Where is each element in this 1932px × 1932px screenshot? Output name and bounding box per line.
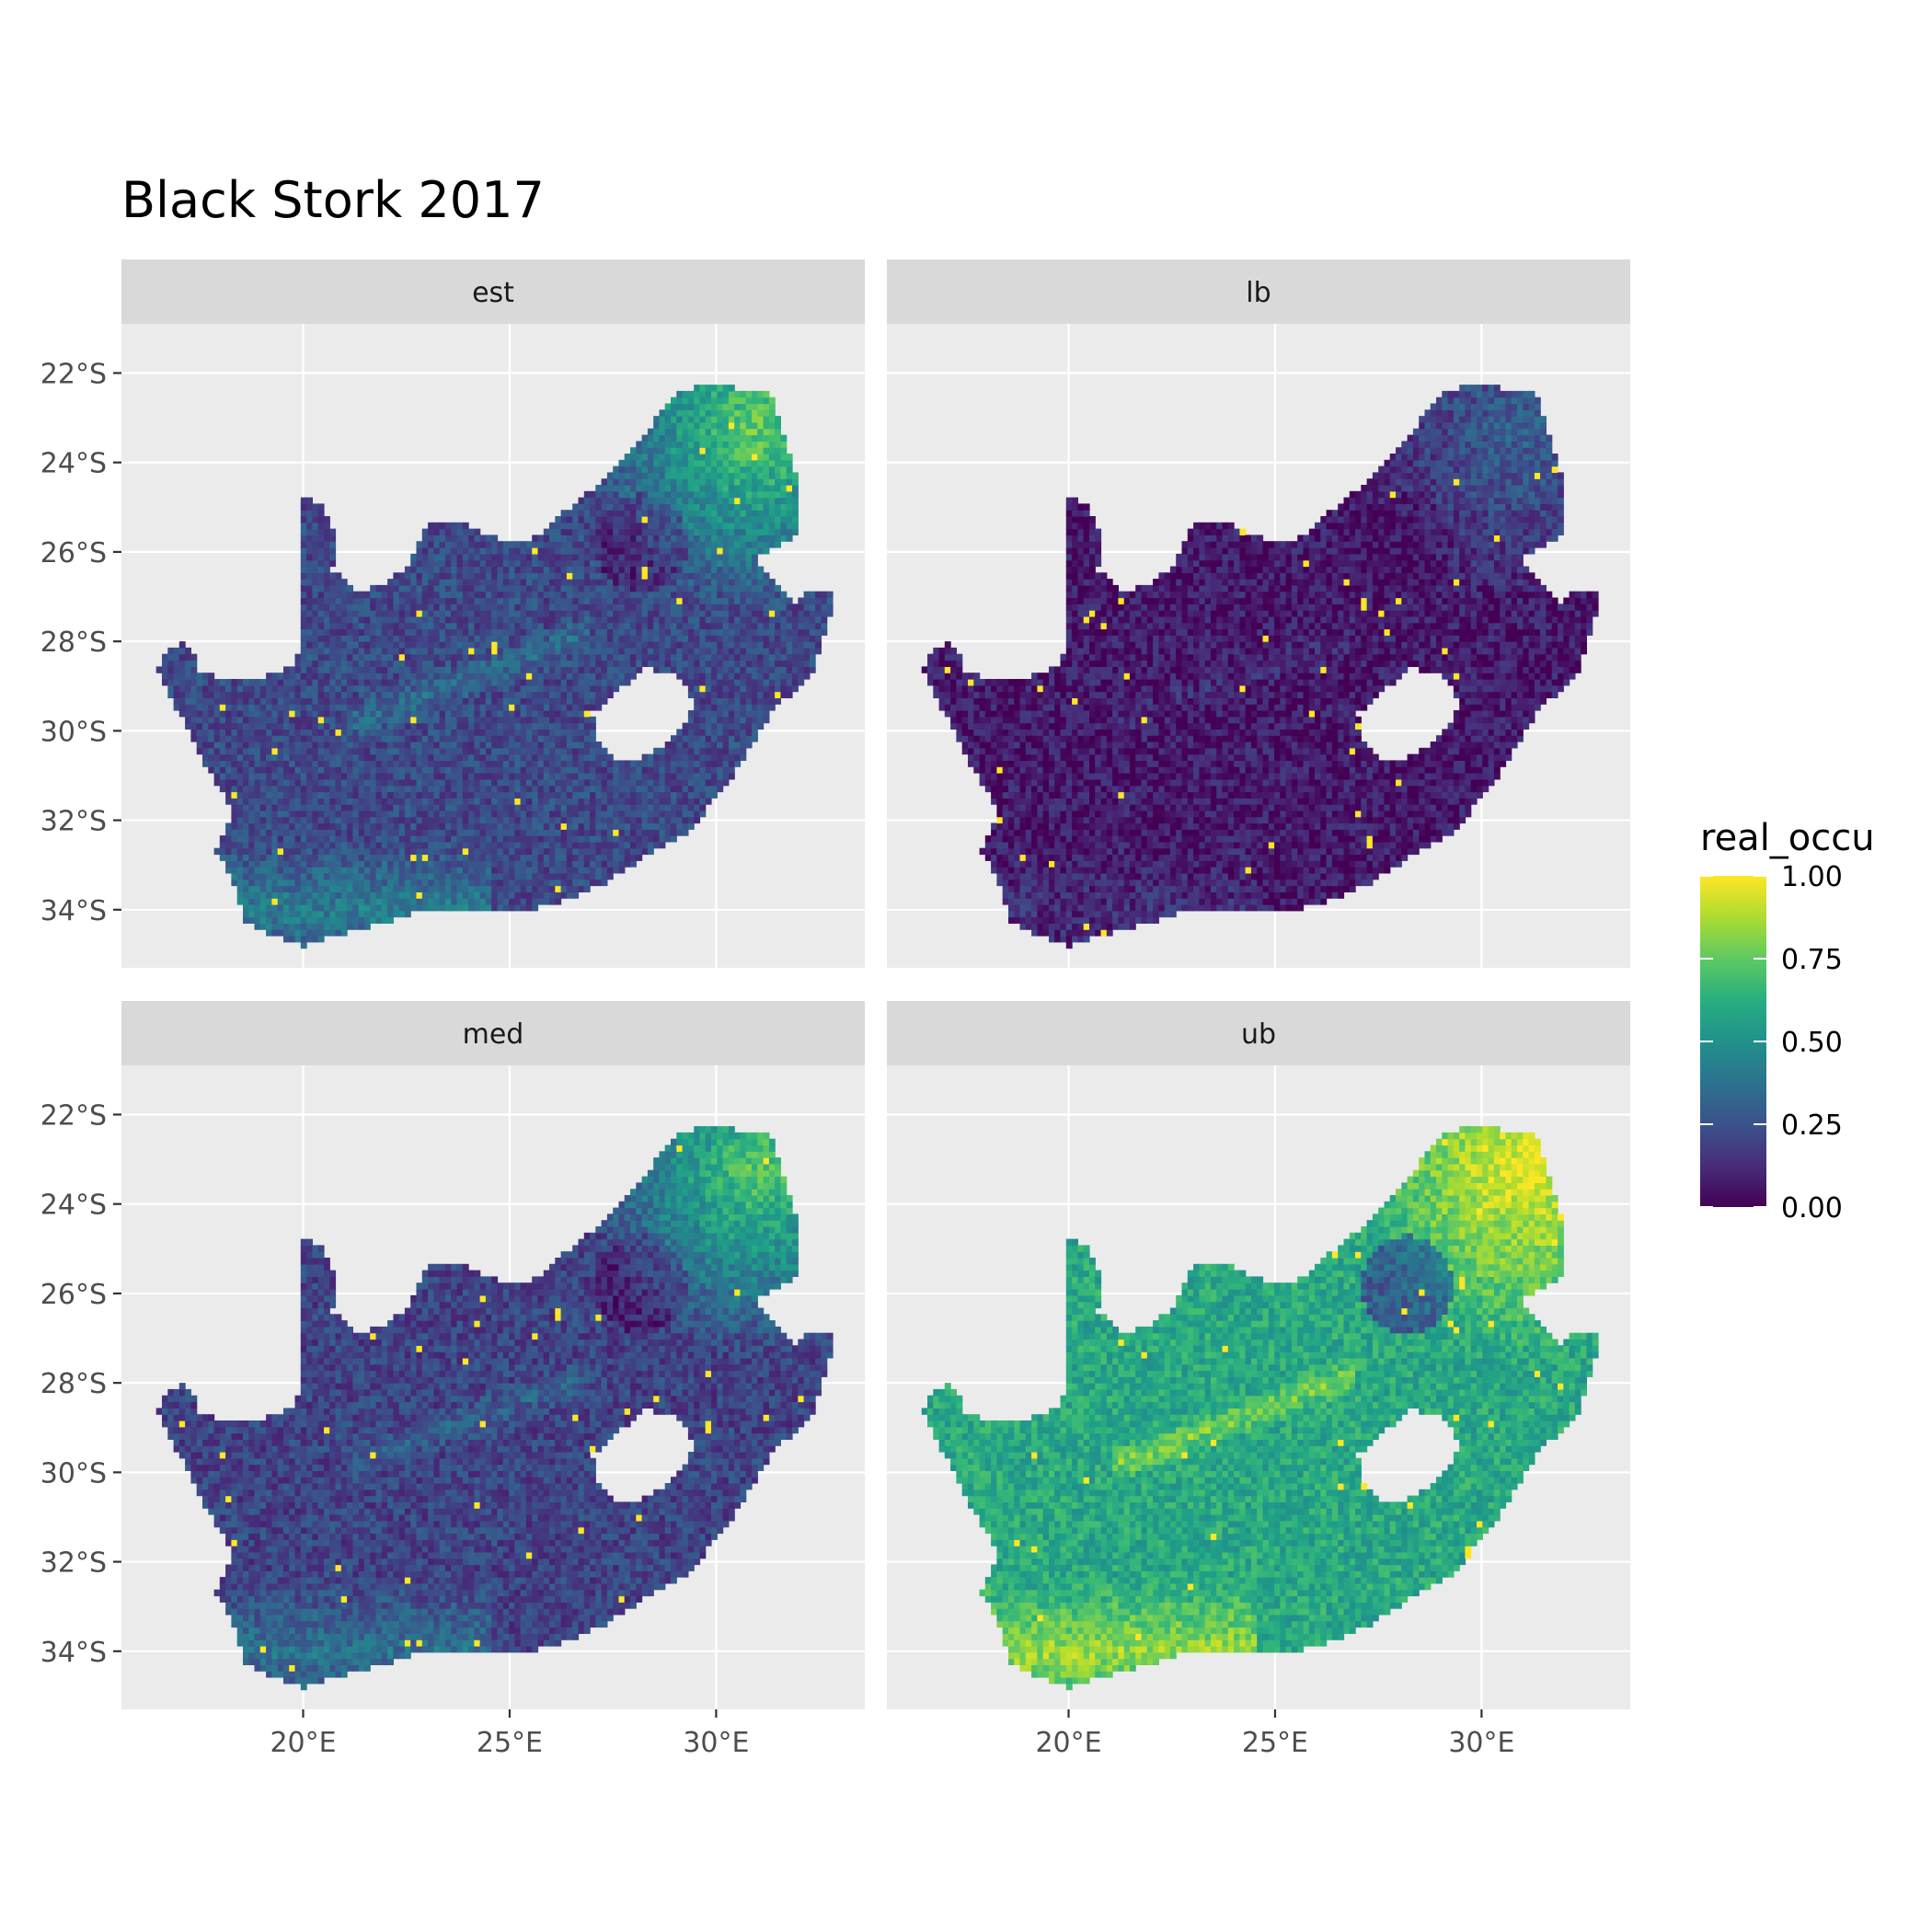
facet-strip	[887, 259, 1630, 324]
legend-tick-label: 1.00	[1781, 861, 1843, 893]
y-axis-tick-label: 34°S	[40, 895, 107, 927]
y-axis-tick-label: 22°S	[40, 1099, 107, 1132]
y-axis-tick-label: 22°S	[40, 358, 107, 390]
y-axis-tick-label: 30°S	[40, 1457, 107, 1489]
facet-strip-label: med	[463, 1018, 524, 1051]
facet-panel-med: med	[121, 1001, 865, 1709]
facet-strip-label: lb	[1246, 277, 1271, 309]
facet-panels: est lb med ub	[121, 259, 1630, 1709]
y-axis-tick-label: 28°S	[40, 1368, 107, 1400]
occupancy-raster	[921, 1126, 1599, 1691]
occupancy-raster	[155, 385, 834, 949]
legend-tick-label: 0.00	[1781, 1192, 1843, 1225]
y-axis-tick-label: 24°S	[40, 448, 107, 480]
x-axis-tick-label: 30°E	[1448, 1727, 1514, 1759]
y-axis-tick-label: 32°S	[40, 1547, 107, 1580]
facet-strip-label: est	[472, 277, 514, 309]
legend-tick-label: 0.50	[1781, 1027, 1843, 1059]
legend-tick-label: 0.75	[1781, 944, 1843, 976]
occupancy-raster	[921, 385, 1599, 949]
y-axis-tick-label: 30°S	[40, 716, 107, 748]
facet-strip	[121, 259, 865, 324]
y-axis-tick-label: 32°S	[40, 806, 107, 838]
y-axis-tick-label: 34°S	[40, 1637, 107, 1669]
facet-strip-label: ub	[1241, 1018, 1276, 1051]
x-axis-tick-label: 30°E	[683, 1727, 749, 1759]
x-axis-tick-label: 25°E	[1242, 1727, 1308, 1759]
legend-title: real_occu	[1700, 817, 1875, 859]
facet-strip	[121, 1001, 865, 1065]
y-axis-tick-label: 26°S	[40, 1279, 107, 1311]
occupancy-raster	[155, 1126, 834, 1691]
legend-tick-label: 0.25	[1781, 1110, 1843, 1142]
facet-panel-est: est	[121, 259, 865, 968]
axes: 22°S 24°S 26°S 28°S 30°S 32°S 34°S 22°S 24°S 26°S…	[40, 358, 1515, 1759]
facet-panel-ub: ub	[887, 1001, 1630, 1709]
y-axis-tick-label: 24°S	[40, 1190, 107, 1222]
x-axis-tick-label: 20°E	[1035, 1727, 1101, 1759]
x-axis-tick-label: 25°E	[477, 1727, 543, 1759]
y-axis-tick-label: 28°S	[40, 627, 107, 659]
y-axis-tick-label: 26°S	[40, 537, 107, 569]
legend: real_occu 1.00 0.75 0.50 0.25 0.00	[1700, 817, 1875, 1225]
legend-ticks: 1.00 0.75 0.50 0.25 0.00	[1700, 861, 1843, 1225]
facet-strip	[887, 1001, 1630, 1065]
plot-title: Black Stork 2017	[121, 171, 545, 229]
x-axis-tick-label: 20°E	[270, 1727, 336, 1759]
facet-panel-lb: lb	[887, 259, 1630, 968]
